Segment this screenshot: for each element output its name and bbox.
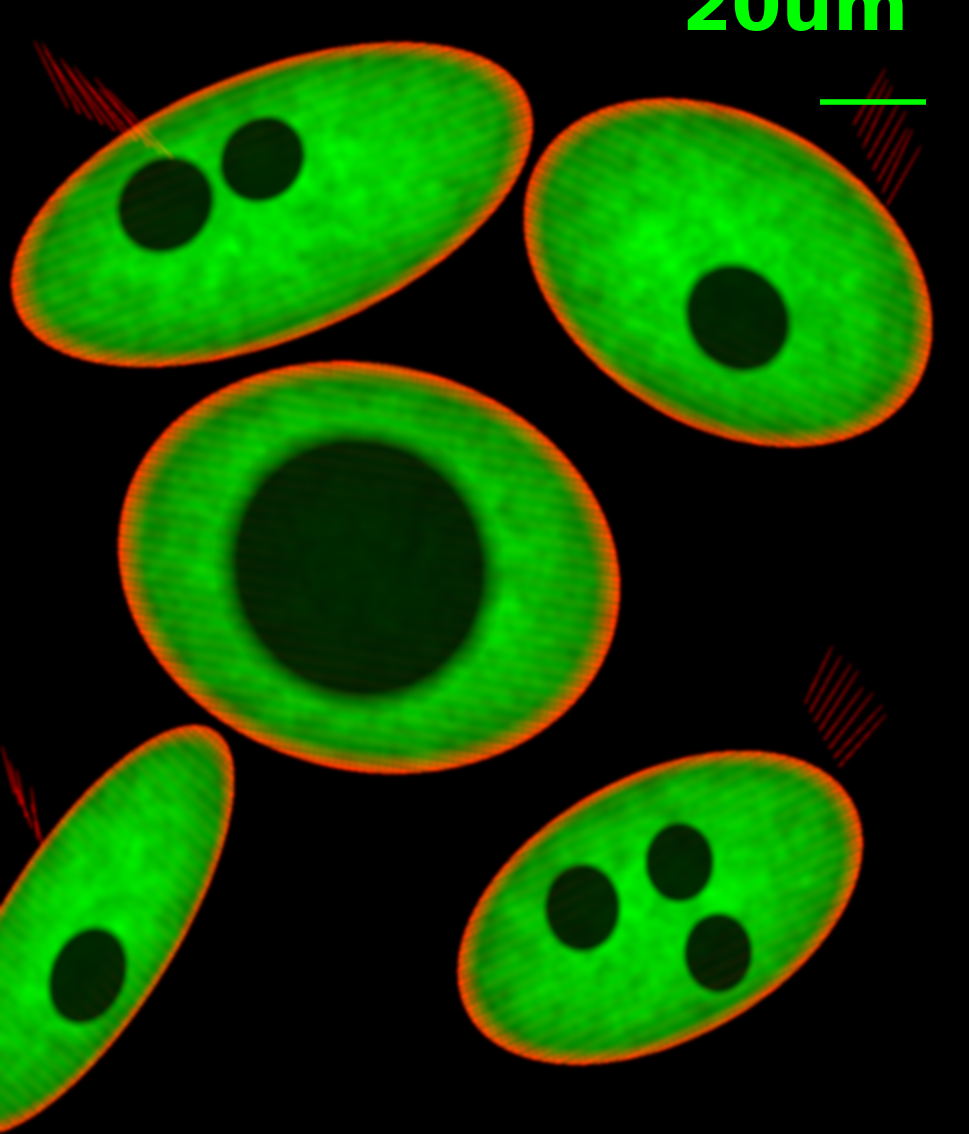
Text: 20um: 20um [681,0,908,45]
